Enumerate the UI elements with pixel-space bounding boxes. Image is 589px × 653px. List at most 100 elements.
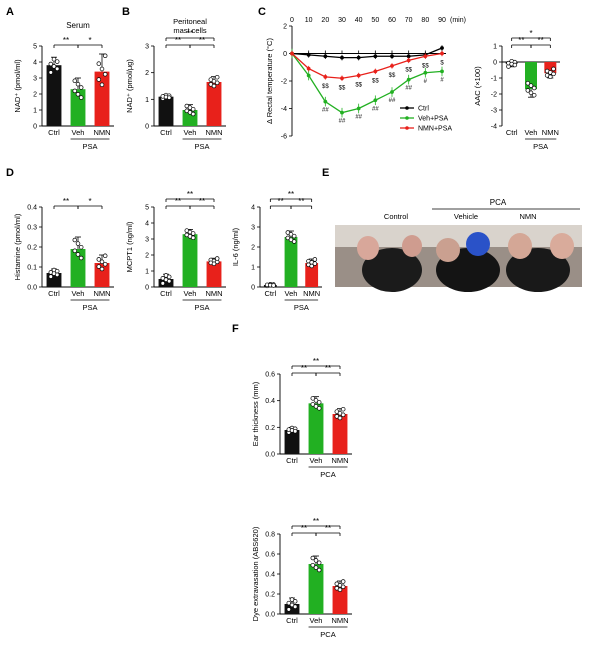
data-point [48,61,54,67]
y-axis-label: MCPT1 (ng/ml) [125,221,134,272]
bar-veh [525,62,537,90]
y-tick-label: 3 [145,237,149,244]
category-label: NMN [93,128,110,137]
significance-mark: * [88,197,91,206]
y-axis-label: NAD⁺ (pmol/μg) [125,59,134,113]
series-point [373,98,378,103]
y-tick-label: 0.2 [27,245,37,252]
significance-mark: ** [538,36,544,45]
data-point [340,579,346,584]
data-point [291,233,297,239]
significance-mark: ** [175,197,181,206]
bar-veh [284,237,298,287]
category-label: Ctrl [506,128,518,137]
data-point [75,252,81,257]
bar-nmn [94,71,110,126]
group-label: PCA [320,630,335,639]
y-tick-label: 5 [145,205,149,212]
bar-ctrl [158,96,174,126]
annotation-ss: $$ [355,83,362,89]
data-point [525,80,531,86]
series-point [390,63,394,68]
y-axis-label: Ear thickness (mm) [251,381,260,446]
significance-mark: * [88,36,91,45]
y-tick-label: 0.0 [265,452,275,459]
bar-nmn [332,586,348,614]
data-point [551,66,556,72]
annotation-hash: # [424,79,428,85]
series-point [340,55,344,60]
significance-mark: ** [325,364,331,373]
significance-mark: * [529,29,532,38]
panel-letter-a: A [6,6,14,18]
bar-nmn [544,62,557,74]
significance-mark: ** [187,29,193,38]
significance-mark: ** [518,36,524,45]
data-point [72,88,78,94]
data-point [102,261,108,267]
data-point [48,274,54,279]
annotation-ss: $$ [322,84,329,90]
photo-label-control: Control [384,212,409,221]
annotation-hash: ## [355,115,362,121]
data-point [531,85,537,91]
y-tick-label: 0.2 [265,592,275,599]
series-point [356,55,361,60]
category-label: Veh [310,456,323,465]
series-point [440,69,444,74]
y-tick-label: 0.4 [265,572,275,579]
y-tick-label: 0.6 [265,552,275,559]
data-point [512,62,518,68]
y-tick-label: 0 [283,51,287,58]
data-point [312,261,318,266]
x-tick-label: 70 [405,17,413,24]
data-point [72,78,78,84]
data-point [78,85,84,90]
series-point [423,70,428,75]
significance-mark: ** [187,190,193,199]
category-label: Veh [72,128,85,137]
y-tick-label: 0 [251,285,255,292]
data-point [286,607,292,612]
bar-veh [182,234,198,287]
y-tick-label: 2 [251,245,255,252]
panel-letter-c: C [258,6,266,18]
data-point [75,81,81,87]
chart-f1: 0.0 0.2 0.4 0.6 Ear thickness (mm) Ctrl Veh NMN… [251,357,352,479]
group-label: PCA [320,470,335,479]
series-point [423,54,428,59]
group-label: PSA [82,303,97,312]
series-point [406,54,411,59]
data-point [99,66,105,72]
data-point [75,241,81,246]
significance-mark: ** [313,357,319,366]
y-tick-label: 2 [283,24,287,31]
category-label: Ctrl [286,456,298,465]
category-label: NMN [303,289,320,298]
y-axis-label: AAC (×100) [473,66,482,106]
category-label: Veh [310,616,323,625]
significance-mark: ** [298,197,304,206]
chart-d2: 0 1 2 3 4 5 MCPT1 (ng/ml) Ctrl Veh NMN PSA ** ** ** [125,190,226,312]
series-line-0 [291,47,443,59]
photo-label-nmn: NMN [519,212,536,221]
series-point [390,54,394,59]
series-point [306,66,311,71]
category-label: Veh [184,128,197,137]
pca-photo-panel: PCA Control Vehicle NMN [335,198,582,292]
bar-ctrl [284,430,300,454]
x-tick-label: 80 [421,17,429,24]
significance-mark: ** [301,524,307,533]
bar-veh [308,403,324,454]
data-point [548,74,553,80]
x-tick-label: 90 [438,17,446,24]
data-point [102,71,108,77]
y-tick-label: 4 [251,205,255,212]
x-tick-label: 0 [290,17,294,24]
annotation-hash: ## [322,108,329,114]
chart-d1: 0.0 0.1 0.2 0.3 0.4 Histamine (pmol/ml) Ctrl Ve… [13,197,114,312]
data-point [525,88,531,93]
data-point [78,95,84,100]
